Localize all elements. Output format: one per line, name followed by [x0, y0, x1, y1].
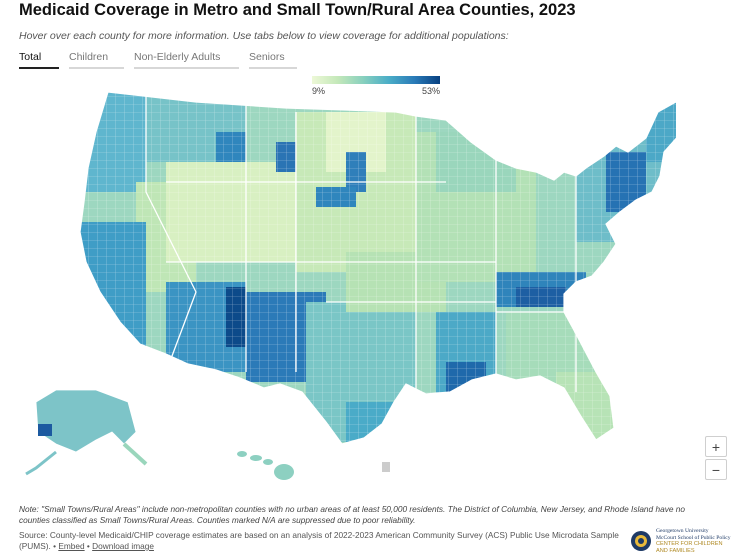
population-tabs: Total Children Non-Elderly Adults Senior… — [19, 50, 297, 69]
legend-min-label: 9% — [312, 86, 326, 96]
color-legend: 9% 53% — [312, 76, 440, 96]
footnote: Note: "Small Towns/Rural Areas" include … — [19, 504, 685, 525]
ccf-seal-icon — [631, 531, 651, 551]
us-outline — [79, 91, 676, 445]
legend-max-label: 53% — [421, 86, 440, 96]
page-title: Medicaid Coverage in Metro and Small Tow… — [19, 1, 576, 19]
tab-total[interactable]: Total — [19, 50, 59, 69]
source-text: Source: County-level Medicaid/CHIP cover… — [19, 530, 619, 551]
us-county-map[interactable] — [16, 72, 676, 492]
zoom-out-button[interactable]: − — [705, 459, 727, 480]
page-subtitle: Hover over each county for more informat… — [19, 30, 509, 42]
georgetown-ccf-logo[interactable]: Georgetown University McCourt School of … — [630, 528, 731, 554]
download-image-link[interactable]: Download image — [92, 541, 154, 551]
legend-gradient-bar — [312, 76, 440, 84]
source-citation: Source: County-level Medicaid/CHIP cover… — [19, 530, 619, 551]
suppressed-county[interactable] — [382, 462, 390, 472]
alaska[interactable] — [25, 389, 148, 476]
embed-link[interactable]: Embed — [58, 541, 85, 551]
hawaii[interactable] — [237, 451, 294, 480]
tab-children[interactable]: Children — [69, 50, 124, 69]
tab-non-elderly-adults[interactable]: Non-Elderly Adults — [134, 50, 239, 69]
state-borders — [145, 92, 616, 402]
tab-seniors[interactable]: Seniors — [249, 50, 297, 69]
zoom-in-button[interactable]: + — [705, 436, 727, 457]
